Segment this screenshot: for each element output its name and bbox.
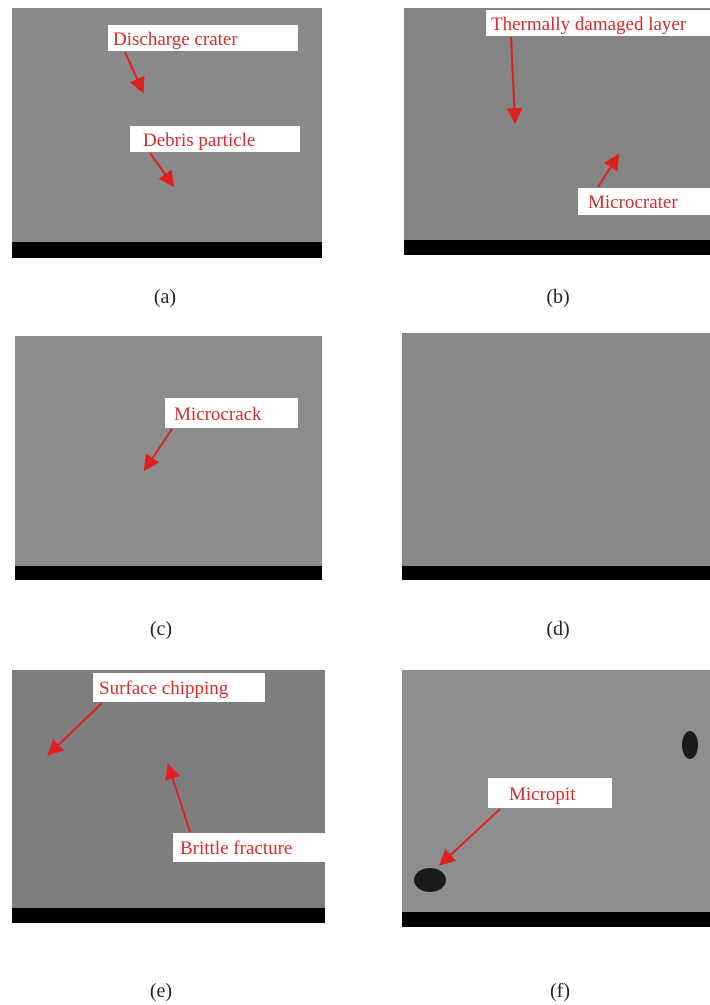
scale-bar — [15, 566, 322, 580]
panel-a: Discharge crater Debris particle (a) — [12, 8, 322, 308]
annotation: Thermally damaged layer — [491, 14, 687, 35]
sem-image — [404, 8, 710, 255]
caption: (b) — [546, 286, 569, 308]
scale-bar — [402, 912, 710, 927]
annotation: Surface chipping — [99, 678, 229, 699]
annotation: Micropit — [509, 784, 576, 805]
pit — [682, 731, 698, 759]
caption: (c) — [150, 618, 172, 640]
scale-bar — [404, 240, 710, 255]
annotation: Brittle fracture — [180, 838, 292, 859]
scale-bar — [402, 566, 710, 580]
panel-d: (d) — [402, 333, 710, 640]
panel-e: Surface chipping Brittle fracture (e) — [12, 670, 325, 1002]
caption: (e) — [150, 980, 172, 1002]
sem-image — [15, 336, 322, 580]
sem-image — [12, 670, 325, 923]
panel-b: Thermally damaged layer Microcrater (b) — [404, 8, 710, 308]
sem-image — [402, 333, 710, 580]
panel-c: Microcrack (c) — [15, 336, 322, 640]
panel-f: Micropit (f) — [402, 670, 710, 1002]
figure: Discharge crater Debris particle (a) The… — [0, 0, 710, 1005]
scale-bar — [12, 908, 325, 923]
scale-bar — [12, 242, 322, 258]
caption: (a) — [154, 286, 176, 308]
annotation: Discharge crater — [113, 29, 238, 50]
caption: (d) — [546, 618, 569, 640]
pit — [414, 868, 446, 892]
annotation: Microcrack — [174, 404, 262, 425]
caption: (f) — [550, 980, 570, 1002]
annotation: Debris particle — [143, 130, 255, 151]
annotation: Microcrater — [588, 192, 678, 213]
